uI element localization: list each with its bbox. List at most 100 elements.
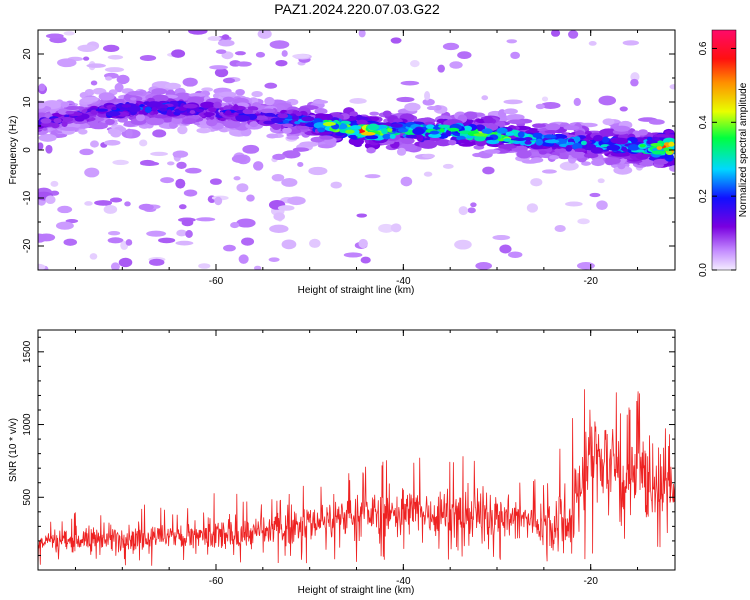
heatmap-cell: [104, 139, 121, 146]
heatmap-cell: [196, 217, 216, 222]
heatmap-cell: [576, 262, 595, 270]
heatmap-cell: [277, 205, 295, 211]
heatmap-cell: [148, 258, 165, 266]
x-tick-label: -40: [396, 576, 411, 587]
heatmap-cell: [138, 203, 154, 211]
heatmap-cell: [246, 194, 255, 202]
heatmap-cell: [535, 138, 544, 146]
heatmap-cell: [599, 128, 619, 137]
heatmap-cell: [454, 239, 472, 250]
heatmap-cell: [121, 104, 132, 108]
heatmap-cell: [651, 150, 666, 155]
heatmap-cell: [390, 223, 402, 233]
heatmap-cell: [172, 150, 189, 158]
heatmap-cell: [89, 122, 108, 130]
heatmap-cell: [423, 171, 433, 177]
heatmap-cell: [107, 237, 124, 244]
heatmap-cell: [529, 152, 542, 157]
heatmap-cell: [236, 183, 249, 193]
heatmap-cell: [269, 224, 289, 233]
heatmap-cell: [376, 125, 388, 130]
heatmap-cell: [424, 121, 435, 126]
heatmap-cell: [437, 64, 445, 73]
heatmap-cell: [581, 161, 592, 166]
heatmap-cell: [130, 97, 137, 101]
x-tick-label: -20: [583, 576, 598, 587]
heatmap-cell: [554, 148, 567, 153]
heatmap-cell: [563, 125, 580, 131]
heatmap-cell: [610, 137, 624, 144]
heatmap-cell: [356, 119, 368, 126]
heatmap-cell: [473, 133, 488, 137]
heatmap-cell: [235, 88, 245, 96]
heatmap-cell: [349, 111, 358, 117]
heatmap-cell: [230, 222, 240, 229]
heatmap-cell: [378, 223, 395, 233]
heatmap-cell: [167, 161, 175, 166]
heatmap-cell: [591, 158, 605, 167]
heatmap-cell: [400, 80, 420, 86]
heatmap-cell: [135, 113, 146, 122]
heatmap-cell: [345, 129, 355, 134]
heatmap-cell: [223, 120, 241, 129]
heatmap-cell: [358, 238, 368, 249]
heatmap-cell: [292, 110, 299, 114]
heatmap-cell: [105, 111, 121, 117]
heatmap-cell: [107, 231, 121, 236]
heatmap-cell: [382, 110, 392, 117]
heatmap-cell: [249, 121, 259, 128]
heatmap-cell: [53, 117, 62, 124]
colorbar: [711, 29, 737, 271]
heatmap-cell: [366, 147, 376, 154]
heatmap-cell: [630, 78, 639, 87]
heatmap-cell: [381, 128, 388, 135]
heatmap-cell: [513, 137, 527, 141]
heatmap-cell: [323, 121, 336, 126]
bottom-axes: -60 -40 -20 500 1000 1500: [22, 330, 675, 587]
heatmap-cell: [590, 147, 604, 154]
heatmap-cell: [78, 128, 88, 135]
heatmap-cell: [317, 127, 326, 133]
heatmap-cell: [505, 132, 515, 136]
heatmap-cell: [84, 167, 100, 178]
heatmap-cell: [98, 92, 115, 101]
heatmap-cell: [175, 178, 186, 189]
heatmap-cell: [516, 149, 532, 159]
heatmap-cell: [255, 51, 266, 58]
heatmap-cell: [530, 178, 543, 187]
heatmap-cell: [580, 140, 587, 146]
heatmap-cell: [221, 34, 230, 40]
heatmap-cell: [273, 212, 285, 221]
heatmap-cell: [462, 125, 473, 132]
heatmap-cell: [400, 137, 415, 145]
heatmap-cell: [540, 101, 561, 109]
heatmap-cell: [116, 74, 130, 85]
heatmap-cell: [638, 129, 649, 136]
heatmap-cell: [419, 140, 438, 149]
heatmap-cell: [412, 127, 425, 135]
top-y-axis-title: Frequency (Hz): [8, 116, 19, 185]
heatmap-cell: [144, 106, 152, 113]
heatmap-cell: [292, 54, 310, 59]
colorbar-tick-label: 0.4: [698, 115, 709, 129]
heatmap-cell: [503, 138, 512, 142]
heatmap-cell: [639, 143, 646, 148]
heatmap-cell: [428, 133, 442, 138]
heatmap-cell: [554, 225, 566, 233]
heatmap-cell: [396, 147, 407, 156]
heatmap-cell: [125, 239, 133, 246]
heatmap-cell: [574, 148, 586, 153]
heatmap-cell: [550, 30, 561, 37]
colorbar-tick-label: 0.6: [698, 41, 709, 55]
colorbar-label: Normalized spectral amplitude: [738, 82, 749, 217]
heatmap-cell: [215, 49, 227, 54]
heatmap-cell: [517, 131, 525, 138]
heatmap-cell: [568, 30, 579, 39]
heatmap-cell: [442, 163, 454, 169]
heatmap-cell: [447, 127, 460, 132]
x-tick-label: -60: [209, 276, 224, 287]
heatmap-cell: [292, 147, 310, 152]
heatmap-cell: [360, 256, 371, 264]
heatmap-cell: [593, 134, 603, 142]
heatmap-cell: [102, 44, 120, 53]
